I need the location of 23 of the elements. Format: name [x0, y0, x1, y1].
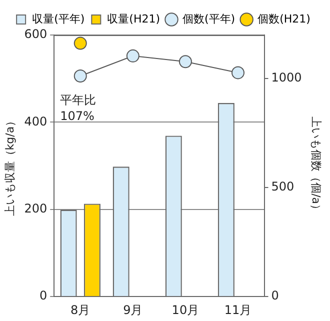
annotation: 平年比 107% — [60, 93, 96, 124]
y-axis-title: 上いも収量（kg/a） — [3, 115, 16, 216]
x-tick-label: 9月 — [123, 302, 143, 317]
point — [74, 36, 87, 50]
y2-axis-title: 上いも個数（個/a） — [310, 116, 323, 216]
y2-tick-label: 0 — [271, 288, 279, 303]
y-tick-label: 400 — [24, 114, 48, 128]
y-tick-label: 600 — [24, 27, 48, 42]
legend-label: 個数(H21) — [258, 12, 310, 26]
point — [126, 49, 140, 62]
y2-tick-label: 500 — [271, 180, 294, 194]
x-tick-label: 10月 — [172, 302, 200, 317]
y-tick-label: 0 — [39, 288, 48, 303]
x-tick-label: 8月 — [70, 302, 90, 317]
legend-label: 収量(H21) — [107, 12, 160, 26]
legend-label: 収量(平年) — [32, 12, 85, 26]
y-tick-label: 200 — [24, 202, 48, 216]
x-tick-label: 11月 — [224, 302, 252, 317]
y2-tick-label: 1000 — [271, 70, 302, 85]
point — [74, 69, 87, 82]
point — [231, 66, 244, 80]
legend-label: 個数(平年) — [182, 12, 236, 26]
point — [178, 55, 192, 68]
